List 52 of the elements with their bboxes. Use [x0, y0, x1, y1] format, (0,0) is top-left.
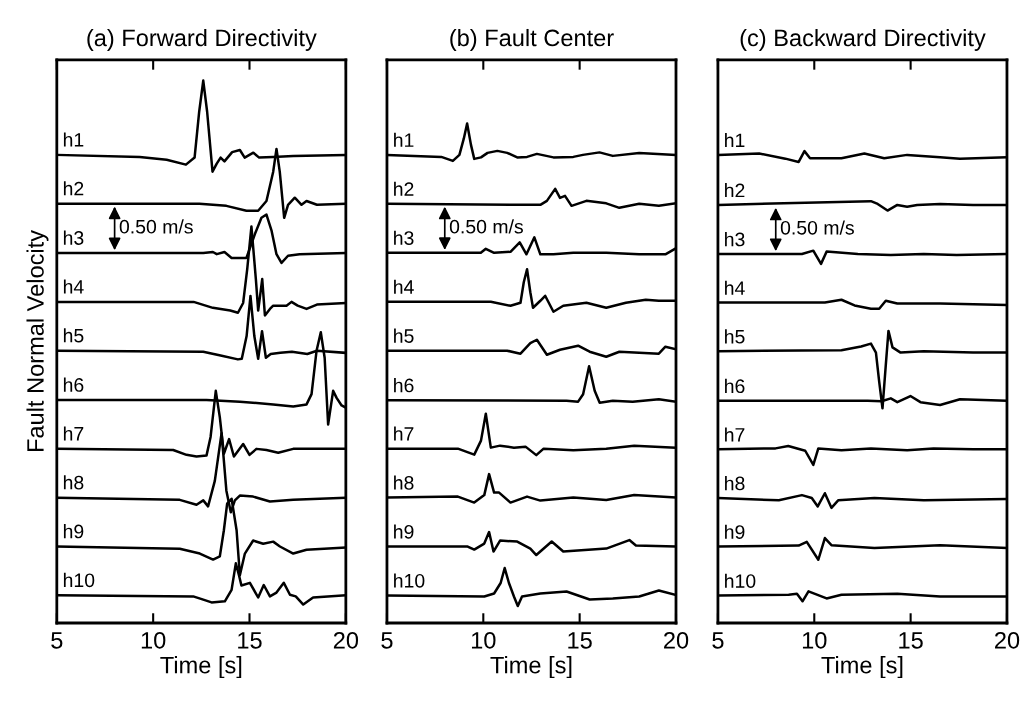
series-label: h2: [725, 183, 745, 198]
series-label: h9: [63, 524, 84, 539]
x-tick-label: 5: [712, 632, 724, 649]
series-label: h1: [394, 132, 414, 147]
x-tick-label: 10: [802, 631, 827, 649]
chart-title: (c) Backward Directivity: [740, 28, 986, 51]
series-label: h8: [63, 475, 84, 490]
series-label: h8: [725, 476, 745, 491]
series-label: h5: [725, 329, 745, 344]
x-tick-label: 5: [51, 632, 63, 649]
y-axis-title: Fault Normal Velocity: [26, 229, 49, 452]
series-label: h4: [725, 280, 745, 295]
series-label: h1: [63, 132, 84, 147]
series-label: h7: [63, 426, 84, 441]
series-label: h5: [63, 328, 84, 343]
x-tick-label: 15: [568, 632, 592, 649]
x-tick-label: 5: [381, 632, 393, 649]
series-label: h2: [63, 181, 84, 196]
x-tick-label: 15: [238, 632, 262, 649]
x-axis-title: Time [s]: [490, 656, 572, 679]
x-tick-label: 15: [899, 632, 923, 649]
x-tick-label: 10: [141, 631, 166, 649]
series-label: h6: [63, 377, 84, 392]
series-label: h5: [394, 328, 414, 343]
series-label: h4: [63, 279, 84, 294]
series-label: h4: [394, 279, 414, 294]
legend-label: h3: [63, 230, 84, 245]
series-label: h2: [394, 181, 414, 196]
x-tick-label: 10: [471, 631, 496, 649]
annotation: 0.50 m/s: [449, 219, 523, 234]
x-tick-label: 20: [995, 631, 1020, 649]
series-label: h1: [725, 132, 745, 148]
series-label: h8: [394, 475, 414, 490]
x-axis-title: Time [s]: [160, 656, 242, 679]
series-label: h9: [394, 524, 414, 539]
series-label: h10: [63, 572, 95, 588]
chart-title: (a) Forward Directivity: [87, 28, 317, 51]
chart-title: (b) Fault Center: [450, 28, 614, 51]
legend-label: h3: [394, 230, 414, 245]
x-tick-label: 20: [664, 631, 689, 649]
series-label: h10: [394, 573, 425, 588]
series-label: h7: [725, 427, 745, 442]
legend-label: h3: [725, 232, 745, 247]
series-label: h10: [725, 573, 756, 588]
series-label: h9: [725, 524, 745, 539]
annotation: 0.50 m/s: [119, 219, 193, 234]
series-label: h6: [394, 378, 414, 393]
series-label: h7: [394, 426, 414, 441]
annotation: 0.50 m/s: [780, 220, 854, 235]
x-axis-title: Time [s]: [821, 656, 903, 679]
series-label: h6: [725, 378, 745, 394]
x-tick-label: 20: [333, 631, 359, 649]
